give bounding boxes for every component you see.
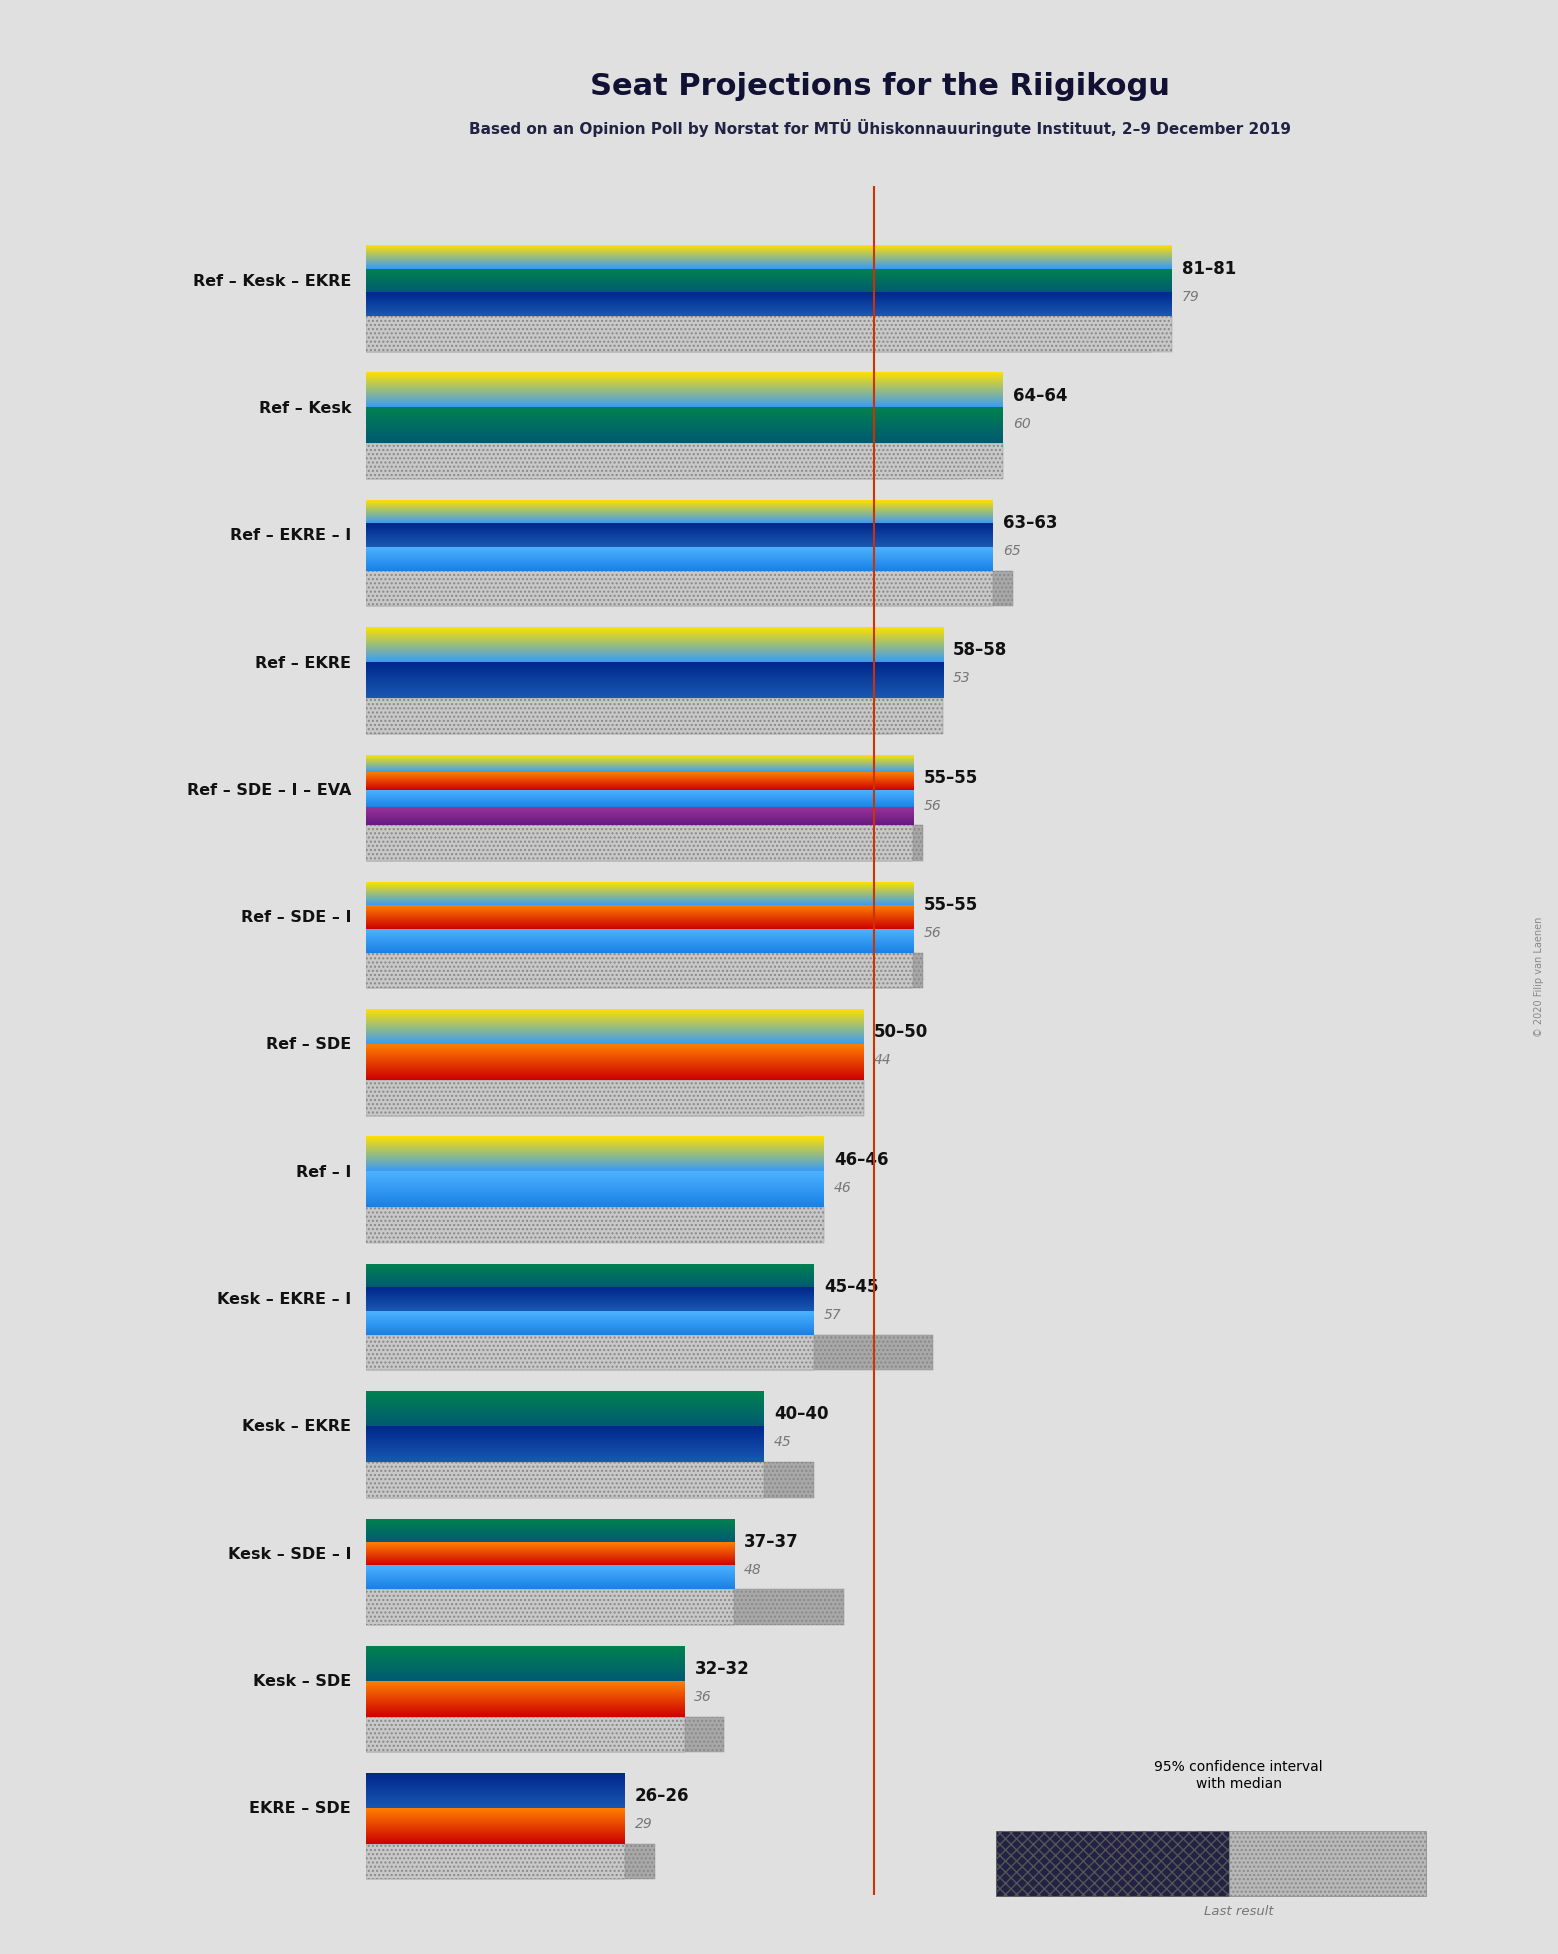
- Text: Seat Projections for the Riigikogu: Seat Projections for the Riigikogu: [590, 72, 1170, 102]
- Bar: [366, 1081, 863, 1116]
- Bar: [1229, 1831, 1426, 1895]
- Bar: [366, 444, 963, 479]
- Bar: [366, 1589, 844, 1626]
- Text: 58–58: 58–58: [953, 641, 1008, 658]
- Text: 60: 60: [1013, 416, 1030, 430]
- Text: Ref – Kesk – EKRE: Ref – Kesk – EKRE: [193, 274, 351, 289]
- Text: 55–55: 55–55: [924, 768, 977, 787]
- Bar: [366, 571, 1013, 606]
- Text: Based on an Opinion Poll by Norstat for MTÜ Ühiskonnauuringute Instituut, 2–9 De: Based on an Opinion Poll by Norstat for …: [469, 119, 1292, 137]
- Text: 57: 57: [824, 1307, 841, 1323]
- Bar: [366, 1462, 763, 1497]
- Text: 65: 65: [1003, 543, 1020, 559]
- Bar: [366, 1716, 684, 1753]
- Text: 44: 44: [874, 1053, 891, 1067]
- Text: Ref – SDE: Ref – SDE: [266, 1038, 351, 1053]
- Bar: [366, 444, 1003, 479]
- Text: 81–81: 81–81: [1183, 260, 1235, 277]
- Bar: [366, 1081, 804, 1116]
- Text: EKRE – SDE: EKRE – SDE: [249, 1802, 351, 1817]
- Text: 45–45: 45–45: [824, 1278, 879, 1296]
- Bar: [366, 1845, 625, 1880]
- Bar: [366, 1335, 813, 1370]
- Text: Ref – SDE – I – EVA: Ref – SDE – I – EVA: [187, 784, 351, 797]
- Bar: [366, 1335, 933, 1370]
- Text: © 2020 Filip van Laenen: © 2020 Filip van Laenen: [1535, 916, 1544, 1038]
- Bar: [366, 1716, 724, 1753]
- Text: Kesk – SDE – I: Kesk – SDE – I: [227, 1548, 351, 1561]
- Text: 50–50: 50–50: [874, 1024, 929, 1041]
- Bar: [366, 1462, 813, 1497]
- Text: 46–46: 46–46: [834, 1151, 888, 1168]
- Text: Last result: Last result: [1204, 1905, 1273, 1919]
- Text: 46: 46: [834, 1180, 852, 1194]
- Bar: [366, 1845, 654, 1880]
- Text: 29: 29: [634, 1817, 653, 1831]
- Bar: [366, 825, 913, 862]
- Text: Kesk – SDE: Kesk – SDE: [252, 1675, 351, 1688]
- Text: Ref – SDE – I: Ref – SDE – I: [240, 911, 351, 924]
- Bar: [366, 1208, 824, 1243]
- Text: Ref – EKRE: Ref – EKRE: [256, 655, 351, 670]
- Text: 48: 48: [745, 1563, 762, 1577]
- Text: Kesk – EKRE: Kesk – EKRE: [241, 1419, 351, 1434]
- Text: Ref – I: Ref – I: [296, 1165, 351, 1180]
- Text: 45: 45: [774, 1436, 791, 1450]
- Text: 55–55: 55–55: [924, 897, 977, 914]
- Text: 40–40: 40–40: [774, 1405, 829, 1423]
- Text: 95% confidence interval
with median: 95% confidence interval with median: [1154, 1761, 1323, 1790]
- Text: 56: 56: [924, 926, 941, 940]
- Text: Ref – Kesk: Ref – Kesk: [259, 401, 351, 416]
- Bar: [366, 954, 913, 989]
- Bar: [366, 317, 1172, 352]
- Text: 56: 56: [924, 799, 941, 813]
- Bar: [366, 698, 893, 733]
- Text: 36: 36: [695, 1690, 712, 1704]
- Text: 37–37: 37–37: [745, 1532, 799, 1551]
- Text: Ref – EKRE – I: Ref – EKRE – I: [231, 528, 351, 543]
- Text: Kesk – EKRE – I: Kesk – EKRE – I: [217, 1292, 351, 1307]
- Bar: [366, 571, 992, 606]
- Text: 79: 79: [1183, 289, 1200, 303]
- Text: 64–64: 64–64: [1013, 387, 1067, 404]
- Bar: [366, 317, 1153, 352]
- Bar: [366, 954, 924, 989]
- Text: 32–32: 32–32: [695, 1659, 749, 1678]
- Text: 26–26: 26–26: [634, 1788, 689, 1805]
- Bar: [996, 1831, 1229, 1895]
- Bar: [366, 1589, 734, 1626]
- Bar: [366, 698, 943, 733]
- Text: 53: 53: [953, 672, 971, 686]
- Bar: [366, 825, 924, 862]
- Text: 63–63: 63–63: [1003, 514, 1058, 531]
